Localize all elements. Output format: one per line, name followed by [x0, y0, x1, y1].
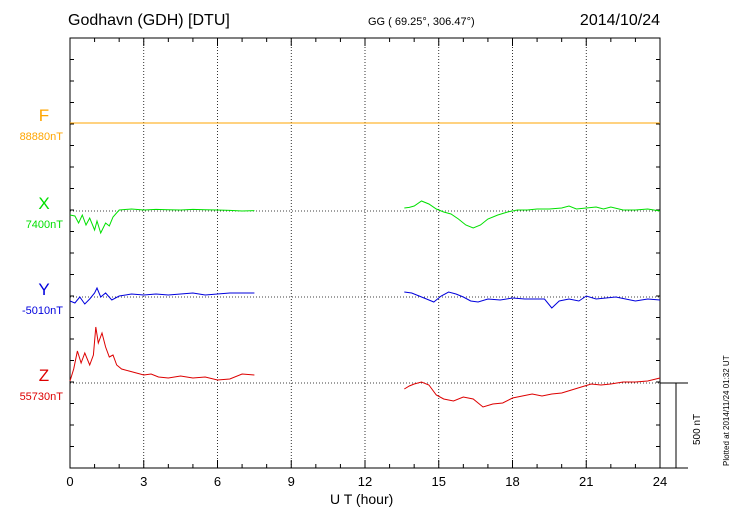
series-baseline-Z: 55730nT [20, 391, 64, 403]
x-axis-label: U T (hour) [330, 491, 394, 507]
series-name-Z: Z [39, 366, 49, 385]
x-tick-label-15: 15 [432, 474, 446, 489]
series-name-X: X [38, 194, 49, 213]
series-Y-segment-2 [404, 291, 661, 309]
series-X-segment-1 [69, 208, 255, 235]
geographic-coordinates: GG ( 69.25°, 306.47°) [368, 16, 475, 28]
plotted-timestamp: Plotted at 2014/11/24 01:32 UT [722, 355, 730, 466]
series-Y-segment-1 [69, 286, 255, 305]
series-baseline-Y: -5010nT [22, 305, 63, 317]
series-Z-segment-1 [69, 326, 255, 382]
x-tick-label-9: 9 [288, 474, 295, 489]
scale-bar-label: 500 nT [692, 413, 703, 445]
series-baseline-F: 88880nT [20, 131, 64, 143]
x-tick-label-3: 3 [140, 474, 147, 489]
x-tick-label-12: 12 [358, 474, 372, 489]
series-name-Y: Y [38, 280, 49, 299]
series-name-F: F [39, 106, 49, 125]
series-Z-segment-2 [404, 377, 661, 408]
x-tick-label-24: 24 [653, 474, 667, 489]
x-tick-label-0: 0 [66, 474, 73, 489]
plot-date: 2014/10/24 [579, 12, 660, 29]
station-title: Godhavn (GDH) [DTU] [68, 12, 230, 29]
series-X-segment-2 [404, 200, 661, 229]
x-tick-label-6: 6 [214, 474, 221, 489]
plot-frame [69, 37, 661, 469]
x-tick-label-18: 18 [505, 474, 519, 489]
series-baseline-X: 7400nT [26, 219, 64, 231]
x-tick-label-21: 21 [579, 474, 593, 489]
